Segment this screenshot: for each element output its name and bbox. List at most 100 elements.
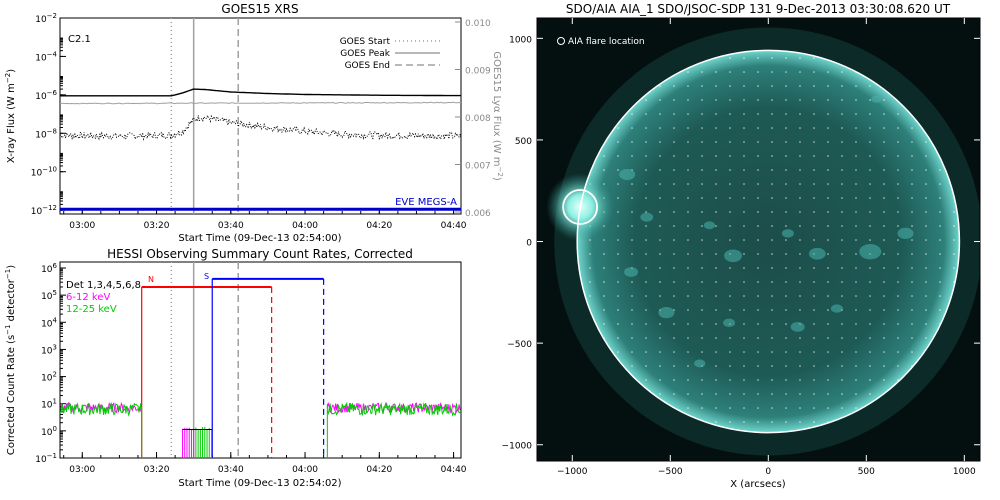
hessi-y-ticks: 106 105 104 103 102 101 100 10−1 xyxy=(35,262,66,465)
hessi-x-tick-label: 04:00 xyxy=(292,465,318,475)
aia-y-tick-label: −500 xyxy=(507,340,532,350)
hessi-series xyxy=(60,401,461,458)
hessi-saa-label: S xyxy=(204,272,209,281)
aia-active-region xyxy=(703,221,716,230)
hessi-x-tick-label: 03:40 xyxy=(218,465,244,475)
goes-series-long xyxy=(60,88,461,97)
goes-y-tick-label: 10−8 xyxy=(35,127,57,140)
goes-panel: GOES15 XRS C2.1 10−210−410−610−810−1010−… xyxy=(4,2,504,244)
aia-heliographic-grid xyxy=(577,50,960,433)
aia-annotation-circle-icon xyxy=(557,37,565,45)
goes-x-tick-label: 03:20 xyxy=(144,221,170,231)
hessi-x-tick-label: 04:40 xyxy=(441,465,467,475)
aia-x-tick-label: −1000 xyxy=(557,467,588,477)
aia-active-region xyxy=(723,318,736,328)
hessi-x-tick-label: 03:00 xyxy=(69,465,95,475)
hessi-y-tick-label: 106 xyxy=(41,262,57,275)
aia-y-ticks: 1000 500 0 −500 −1000 xyxy=(502,35,980,452)
goes-y-tick-label: 10−4 xyxy=(35,50,57,63)
aia-active-region xyxy=(830,304,843,313)
hessi-time-markers xyxy=(141,262,325,458)
hessi-6-12-kev-post xyxy=(326,401,461,415)
aia-active-region xyxy=(871,95,882,103)
hessi-x-tick-label: 03:20 xyxy=(144,465,170,475)
hessi-night-label: N xyxy=(148,275,154,284)
hessi-title: HESSI Observing Summary Count Rates, Cor… xyxy=(107,247,413,261)
hessi-y-tick-label: 101 xyxy=(41,398,57,411)
goes-series-short xyxy=(60,114,461,141)
aia-y-tick-label: 0 xyxy=(526,239,532,249)
legend-6-12-kev: 6-12 keV xyxy=(66,292,110,303)
goes-y2-tick-label: 0.010 xyxy=(465,19,491,29)
aia-active-region xyxy=(658,307,675,319)
aia-active-region xyxy=(724,249,743,263)
hessi-legend: Det 1,3,4,5,6,8 6-12 keV 12-25 keV xyxy=(66,280,141,315)
hessi-x-label: Start Time (09-Dec-13 02:54:02) xyxy=(178,478,341,489)
aia-active-region xyxy=(624,267,639,277)
aia-panel: SDO/AIA AIA_1 SDO/JSOC-SDP 131 9-Dec-201… xyxy=(502,2,981,490)
legend-det: Det 1,3,4,5,6,8 xyxy=(66,280,141,291)
goes-y-tick-label: 10−12 xyxy=(31,204,57,217)
goes-x-tick-label: 04:20 xyxy=(366,221,392,231)
hessi-y-tick-label: 10−1 xyxy=(35,452,57,465)
goes-y2-ticks: 0.010 0.009 0.008 0.007 0.006 xyxy=(455,19,491,219)
hessi-y-tick-label: 103 xyxy=(41,343,57,356)
goes-legend: GOES Start GOES Peak GOES End xyxy=(340,37,440,71)
goes-x-tick-label: 03:00 xyxy=(69,221,95,231)
goes-y2-tick-label: 0.007 xyxy=(465,162,491,172)
hessi-x-tick-label: 04:20 xyxy=(366,465,392,475)
goes-title: GOES15 XRS xyxy=(221,2,298,16)
aia-y-tick-label: −1000 xyxy=(502,442,533,452)
aia-active-region xyxy=(808,247,826,260)
hessi-panel: HESSI Observing Summary Count Rates, Cor… xyxy=(4,247,467,489)
goes-y2-tick-label: 0.006 xyxy=(465,209,491,219)
goes-plot-frame xyxy=(59,17,462,215)
goes-series-lya xyxy=(60,101,461,105)
aia-x-tick-label: 0 xyxy=(765,467,771,477)
aia-annotation: AIA flare location xyxy=(557,37,645,47)
goes-series xyxy=(60,88,461,211)
hessi-12-25-kev-post xyxy=(326,401,461,417)
goes-y-tick-label: 10−10 xyxy=(31,166,57,179)
aia-active-region xyxy=(790,321,805,332)
goes-eve-label: EVE MEGS-A xyxy=(395,197,457,208)
aia-x-tick-label: −500 xyxy=(658,467,683,477)
hessi-y-label: Corrected Count Rate (s−1 detector−1) xyxy=(4,265,17,455)
aia-y-tick-label: 500 xyxy=(515,137,532,147)
aia-image-frame xyxy=(536,17,981,462)
legend-goes-peak: GOES Peak xyxy=(340,49,390,59)
aia-active-region xyxy=(781,229,794,238)
goes-y2-tick-label: 0.009 xyxy=(465,67,491,77)
goes-y2-tick-label: 0.008 xyxy=(465,114,491,124)
aia-active-region xyxy=(619,168,636,181)
hessi-x-ticks: 03:00 03:20 03:40 04:00 04:20 04:40 xyxy=(63,452,467,475)
aia-y-tick-label: 1000 xyxy=(509,35,532,45)
aia-limb-circle xyxy=(576,49,961,434)
goes-y-label: X-ray Flux (W m−2) xyxy=(4,69,17,163)
legend-12-25-kev: 12-25 keV xyxy=(66,304,117,315)
legend-goes-start: GOES Start xyxy=(340,37,391,47)
aia-active-region xyxy=(859,243,882,260)
aia-active-region xyxy=(640,212,654,222)
aia-active-region xyxy=(694,359,706,368)
goes-y-tick-label: 10−2 xyxy=(35,12,57,25)
goes-flare-class: C2.1 xyxy=(68,34,91,45)
goes-time-markers xyxy=(170,18,239,214)
goes-y-ticks: 10−2 10−4 10−6 10−8 10−10 10−12 xyxy=(31,12,66,217)
goes-x-tick-label: 04:00 xyxy=(292,221,318,231)
goes-x-tick-label: 04:40 xyxy=(441,221,467,231)
hessi-y-tick-label: 105 xyxy=(41,289,57,302)
aia-x-label: X (arcsecs) xyxy=(730,479,786,490)
hessi-y-tick-label: 104 xyxy=(41,316,57,329)
aia-active-regions xyxy=(619,95,914,368)
aia-x-ticks: −1000 −500 0 500 1000 xyxy=(557,18,976,477)
hessi-y-tick-label: 102 xyxy=(41,371,57,384)
aia-active-region xyxy=(897,227,914,240)
aia-x-tick-label: 1000 xyxy=(953,467,976,477)
aia-annotation-label: AIA flare location xyxy=(568,37,645,47)
aia-title: SDO/AIA AIA_1 SDO/JSOC-SDP 131 9-Dec-201… xyxy=(566,2,951,16)
aia-x-tick-label: 500 xyxy=(858,467,875,477)
goes-y2-label: GOES15 Lyα Flux (W m−2) xyxy=(491,51,504,181)
goes-x-tick-label: 03:40 xyxy=(218,221,244,231)
